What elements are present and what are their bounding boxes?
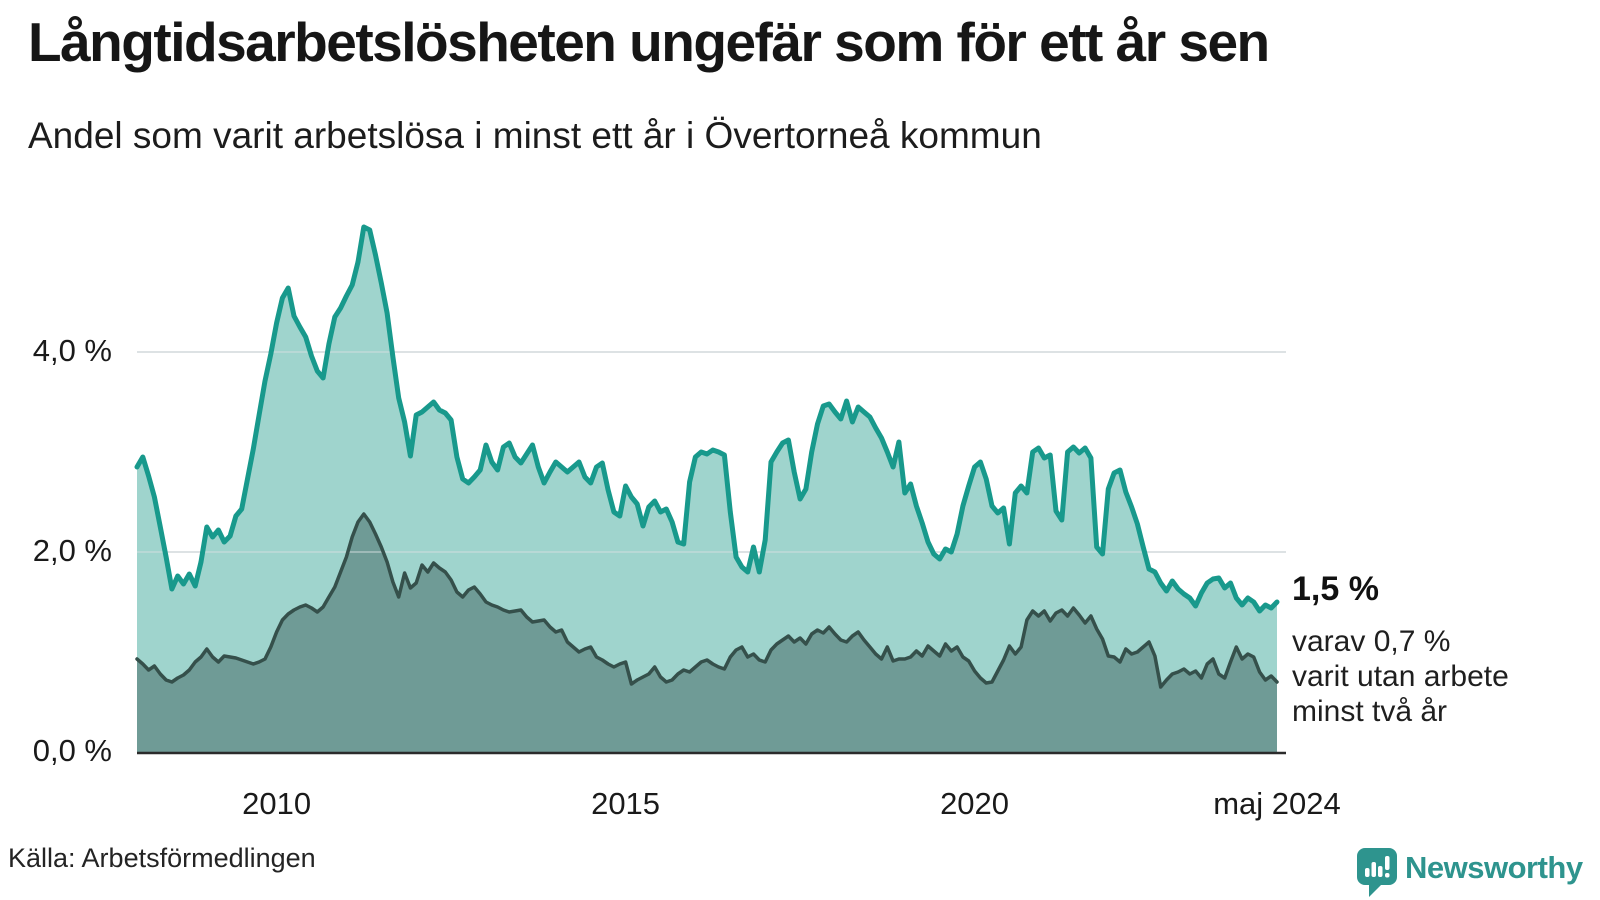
line-2yr <box>135 512 1279 689</box>
series-lines <box>134 224 1280 689</box>
end-value-label: 1,5 % <box>1292 570 1379 608</box>
x-tick-label: maj 2024 <box>1213 786 1341 821</box>
end-annotation-line-3: minst två år <box>1292 695 1448 728</box>
line-1yr <box>134 224 1280 614</box>
page-subtitle: Andel som varit arbetslösa i minst ett å… <box>28 115 1042 156</box>
newsworthy-logo: Newsworthy <box>1357 848 1583 897</box>
end-annotation-line-2: varit utan arbete <box>1292 660 1509 693</box>
y-tick-label: 4,0 % <box>32 333 112 368</box>
speech-bubble-bar-chart-icon <box>1357 848 1397 897</box>
y-tick-label: 0,0 % <box>32 733 112 768</box>
end-annotation-line-1: varav 0,7 % <box>1292 625 1451 658</box>
brand-name: Newsworthy <box>1405 850 1583 885</box>
x-tick-label: 2015 <box>591 786 661 821</box>
x-tick-label: 2010 <box>242 786 312 821</box>
x-tick-label: 2020 <box>940 786 1010 821</box>
y-tick-label: 2,0 % <box>32 533 112 568</box>
source-note: Källa: Arbetsförmedlingen <box>8 843 316 873</box>
page-title: Långtidsarbetslösheten ungefär som för e… <box>28 11 1270 73</box>
area-fills <box>137 227 1277 752</box>
area-2yr <box>137 514 1277 752</box>
